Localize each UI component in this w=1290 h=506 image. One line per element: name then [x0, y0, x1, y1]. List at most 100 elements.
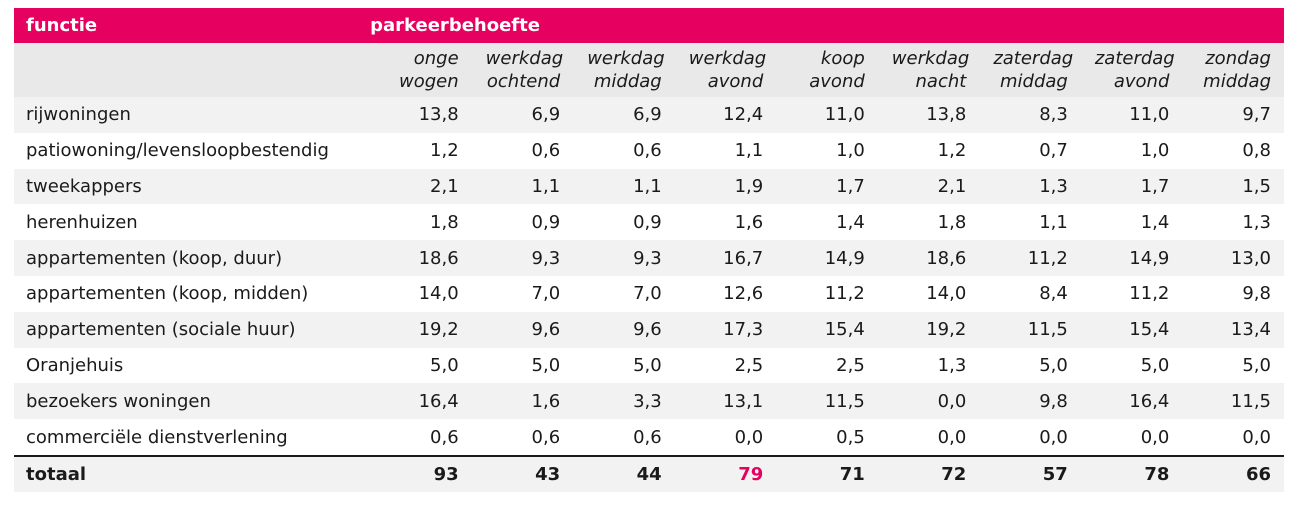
parking-demand-table: functie parkeerbehoefte onge wogen werkdag… — [14, 8, 1284, 492]
table-cell: 1,5 — [1182, 168, 1284, 205]
table-cell: 13,8 — [877, 97, 980, 133]
row-label: tweekappers — [14, 168, 371, 205]
table-cell: 1,7 — [1080, 168, 1183, 205]
subheader-empty — [14, 43, 371, 97]
table-row: Oranjehuis 5,0 5,0 5,0 2,5 2,5 1,3 5,0 5,0 5,0 — [14, 347, 1284, 384]
table-cell: 0,8 — [1182, 132, 1284, 169]
table-cell: 1,7 — [776, 168, 878, 205]
column-header-line: zaterdag — [1094, 48, 1175, 69]
table-cell: 9,6 — [471, 311, 574, 348]
table-cell: 11,2 — [1080, 275, 1183, 312]
table-cell: 14,9 — [1080, 240, 1183, 276]
total-cell: 43 — [471, 454, 574, 492]
table-cell: 13,1 — [674, 383, 777, 420]
table-cell: 0,0 — [1080, 419, 1183, 456]
column-header-line: ochtend — [486, 71, 561, 92]
column-header-line: onge — [413, 48, 459, 69]
table-cell: 13,4 — [1182, 311, 1284, 348]
table-cell: 17,3 — [674, 311, 777, 348]
table-row: rijwoningen 13,8 6,9 6,9 12,4 11,0 13,8 8,3 11,0… — [14, 97, 1284, 133]
total-label: totaal — [14, 454, 371, 492]
column-header: werkdag nacht — [877, 43, 980, 97]
table-cell: 1,1 — [979, 204, 1081, 241]
table-cell: 0,6 — [471, 132, 574, 169]
row-label: rijwoningen — [14, 97, 371, 133]
total-cell: 93 — [370, 454, 472, 492]
table-cell: 14,0 — [877, 275, 980, 312]
column-header: onge wogen — [370, 43, 472, 97]
table-cell: 9,8 — [979, 383, 1081, 420]
total-cell: 71 — [776, 454, 878, 492]
table-cell: 2,5 — [776, 347, 878, 384]
column-header: werkdag middag — [573, 43, 675, 97]
table-cell: 0,0 — [979, 419, 1081, 456]
column-header-line: koop — [820, 48, 865, 69]
table-cell: 5,0 — [1182, 347, 1284, 384]
table-cell: 0,6 — [573, 419, 675, 456]
table-cell: 0,9 — [573, 204, 675, 241]
table-cell: 18,6 — [370, 240, 472, 276]
table-cell: 15,4 — [1080, 311, 1183, 348]
total-cell: 66 — [1182, 454, 1284, 492]
table-cell: 11,5 — [1182, 383, 1284, 420]
table-body: rijwoningen 13,8 6,9 6,9 12,4 11,0 13,8 8,3 11,0… — [14, 97, 1284, 492]
table-row: herenhuizen 1,8 0,9 0,9 1,6 1,4 1,8 1,1 1,4 1,3 — [14, 204, 1284, 241]
row-label: patiowoning/levensloopbestendig — [14, 132, 371, 169]
table-cell: 13,8 — [370, 97, 472, 133]
total-cell: 79 — [674, 454, 777, 492]
column-header-line: avond — [707, 71, 764, 92]
table-cell: 5,0 — [471, 347, 574, 384]
table-cell: 11,5 — [776, 383, 878, 420]
row-label: appartementen (koop, duur) — [14, 240, 371, 276]
table-cell: 1,4 — [776, 204, 878, 241]
parking-demand-table-container: functie parkeerbehoefte onge wogen werkdag… — [14, 8, 1284, 492]
table-cell: 8,3 — [979, 97, 1081, 133]
table-cell: 1,3 — [877, 347, 980, 384]
table-row: appartementen (koop, duur) 18,6 9,3 9,3 16,7… — [14, 240, 1284, 276]
table-cell: 1,3 — [1182, 204, 1284, 241]
table-cell: 12,6 — [674, 275, 777, 312]
table-row: patiowoning/levensloopbestendig 1,2 0,6 0,6… — [14, 132, 1284, 169]
table-cell: 0,0 — [877, 383, 980, 420]
table-row: appartementen (sociale huur) 19,2 9,6 9,6 17… — [14, 311, 1284, 348]
table-cell: 8,4 — [979, 275, 1081, 312]
column-header-line: middag — [1203, 71, 1271, 92]
column-header-line: avond — [809, 71, 865, 92]
table-cell: 0,5 — [776, 419, 878, 456]
table-row: tweekappers 2,1 1,1 1,1 1,9 1,7 2,1 1,3 1,7 1,5 — [14, 168, 1284, 205]
table-subheader-row: onge wogen werkdag ochtend werkdag middag werk… — [14, 43, 1284, 97]
header-function: functie — [14, 8, 371, 43]
table-cell: 11,0 — [1080, 97, 1183, 133]
column-header-line: zaterdag — [993, 48, 1074, 69]
table-cell: 2,1 — [877, 168, 980, 205]
table-cell: 11,5 — [979, 311, 1081, 348]
table-cell: 2,1 — [370, 168, 472, 205]
column-header: zondag middag — [1182, 43, 1284, 97]
column-header-line: werkdag — [891, 48, 970, 69]
row-label: appartementen (sociale huur) — [14, 311, 371, 348]
table-cell: 0,0 — [1182, 419, 1284, 456]
table-cell: 0,6 — [370, 419, 472, 456]
table-cell: 19,2 — [877, 311, 980, 348]
column-header: zaterdag middag — [979, 43, 1081, 97]
table-cell: 1,1 — [573, 168, 675, 205]
table-cell: 16,4 — [1080, 383, 1183, 420]
column-header-line: werkdag — [485, 48, 564, 69]
table-cell: 5,0 — [1080, 347, 1183, 384]
table-cell: 0,7 — [979, 132, 1081, 169]
table-row: appartementen (koop, midden) 14,0 7,0 7,0 12… — [14, 275, 1284, 312]
table-cell: 1,8 — [877, 204, 980, 241]
table-row: bezoekers woningen 16,4 1,6 3,3 13,1 11,5 0,0 9… — [14, 383, 1284, 420]
column-header-line: middag — [593, 71, 662, 92]
table-cell: 1,2 — [877, 132, 980, 169]
table-cell: 1,4 — [1080, 204, 1183, 241]
table-cell: 0,9 — [471, 204, 574, 241]
table-cell: 1,3 — [979, 168, 1081, 205]
total-cell: 44 — [573, 454, 675, 492]
table-cell: 1,6 — [471, 383, 574, 420]
table-cell: 3,3 — [573, 383, 675, 420]
table-cell: 9,8 — [1182, 275, 1284, 312]
table-cell: 7,0 — [573, 275, 675, 312]
table-cell: 7,0 — [471, 275, 574, 312]
table-cell: 13,0 — [1182, 240, 1284, 276]
